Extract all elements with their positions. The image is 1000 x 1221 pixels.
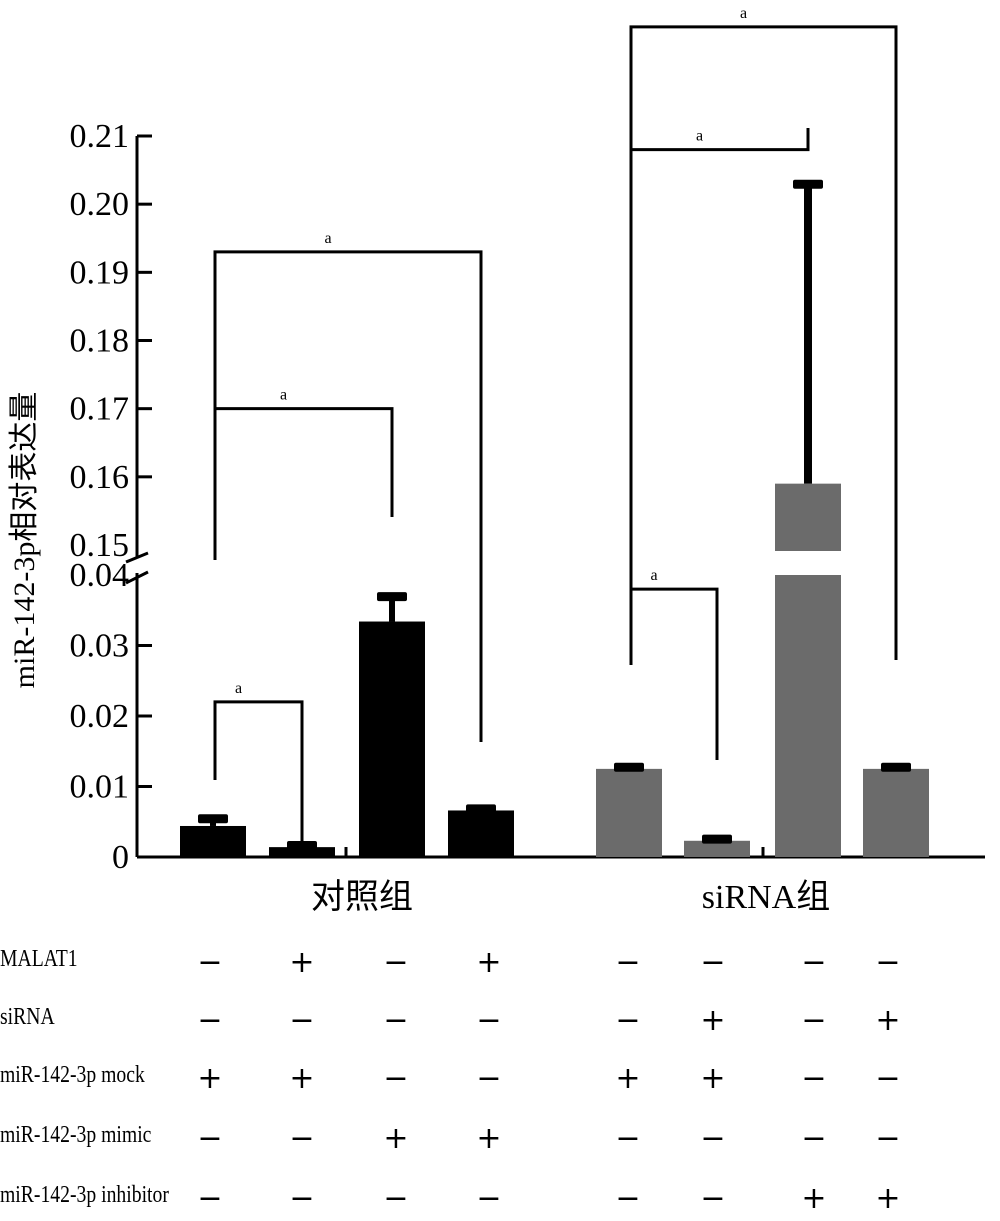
minus-sign: − <box>801 1003 827 1038</box>
group-label-control: 对照组 <box>311 878 413 916</box>
significance-bracket <box>213 407 394 560</box>
y-tick-label: 0.17 <box>70 391 130 428</box>
minus-sign: − <box>700 1121 726 1156</box>
bar <box>775 575 841 857</box>
error-bar-cap <box>287 841 317 851</box>
group-label-sirna: siRNA组 <box>702 878 830 916</box>
minus-sign: − <box>801 1121 827 1156</box>
axis-break-mark <box>125 551 149 564</box>
condition-label: miR-142-3p mimic <box>0 1122 152 1148</box>
minus-sign: − <box>289 1003 315 1038</box>
significance-label: a <box>324 230 331 247</box>
minus-sign: − <box>197 1181 223 1216</box>
y-tick-label: 0.04 <box>70 557 130 594</box>
minus-sign: − <box>197 945 223 980</box>
y-tick-label: 0.01 <box>70 769 130 806</box>
significance-brackets: a a a a a a <box>213 5 898 845</box>
y-tick-label: 0.15 <box>70 527 130 564</box>
minus-sign: − <box>801 945 827 980</box>
plus-sign: + <box>289 945 315 980</box>
error-bar-cap <box>793 179 823 189</box>
plus-sign: + <box>197 1061 223 1096</box>
significance-bracket <box>629 25 898 665</box>
condition-label: miR-142-3p inhibitor <box>0 1182 169 1208</box>
plus-sign: + <box>700 1061 726 1096</box>
bar <box>596 768 662 857</box>
axes <box>125 134 985 859</box>
bars <box>180 179 929 857</box>
minus-sign: − <box>875 945 901 980</box>
axis-break-mark <box>125 570 149 585</box>
minus-sign: − <box>289 1121 315 1156</box>
y-tick-label: 0.16 <box>70 459 130 496</box>
axis-labels: 0 0.01 0.02 0.03 0.040.15 0.16 0.17 0.18 0.19 0.2… <box>70 118 130 876</box>
significance-label: a <box>696 128 703 145</box>
bar <box>269 847 335 857</box>
y-tick-label: 0.19 <box>70 254 130 291</box>
minus-sign: − <box>615 1121 641 1156</box>
minus-sign: − <box>700 945 726 980</box>
plus-sign: + <box>875 1181 901 1216</box>
significance-label: a <box>280 387 287 404</box>
minus-sign: − <box>197 1121 223 1156</box>
minus-sign: − <box>289 1181 315 1216</box>
minus-sign: − <box>615 1003 641 1038</box>
bar <box>180 825 246 857</box>
plus-sign: + <box>476 945 502 980</box>
minus-sign: − <box>801 1061 827 1096</box>
minus-sign: − <box>197 1003 223 1038</box>
plus-sign: + <box>476 1121 502 1156</box>
error-bar-cap <box>881 762 911 772</box>
significance-label: a <box>740 5 747 22</box>
error-bar-cap <box>702 834 732 844</box>
significance-label: a <box>235 680 242 697</box>
significance-bracket <box>213 250 483 742</box>
minus-sign: − <box>615 945 641 980</box>
y-axis-label: miR-142-3p相对表达量 <box>8 392 41 689</box>
minus-sign: − <box>383 1003 409 1038</box>
y-tick-label: 0.18 <box>70 323 130 360</box>
y-tick-label: 0 <box>112 839 129 876</box>
bar <box>775 483 841 551</box>
minus-sign: − <box>615 1181 641 1216</box>
plus-sign: + <box>289 1061 315 1096</box>
bar <box>684 840 750 857</box>
minus-sign: − <box>476 1181 502 1216</box>
error-bar-cap <box>614 762 644 772</box>
plus-sign: + <box>615 1061 641 1096</box>
condition-label: miR-142-3p mock <box>0 1062 145 1088</box>
bar <box>863 768 929 857</box>
y-tick-label: 0.03 <box>70 628 130 665</box>
condition-label: siRNA <box>0 1004 55 1030</box>
error-bar-cap <box>198 814 228 824</box>
significance-bracket <box>629 587 719 760</box>
y-tick-label: 0.20 <box>70 186 130 223</box>
minus-sign: − <box>383 1061 409 1096</box>
error-bar-cap <box>466 804 496 814</box>
minus-sign: − <box>875 1121 901 1156</box>
y-tick-label: 0.02 <box>70 698 130 735</box>
bar <box>359 621 425 857</box>
minus-sign: − <box>476 1003 502 1038</box>
minus-sign: − <box>476 1061 502 1096</box>
significance-bracket <box>213 700 304 845</box>
error-bar-cap <box>377 592 407 602</box>
plus-sign: + <box>700 1003 726 1038</box>
minus-sign: − <box>700 1181 726 1216</box>
minus-sign: − <box>383 1181 409 1216</box>
plus-sign: + <box>875 1003 901 1038</box>
plus-sign: + <box>801 1181 827 1216</box>
condition-label: MALAT1 <box>0 946 78 972</box>
bar <box>448 810 514 857</box>
significance-label: a <box>650 567 657 584</box>
y-tick-label: 0.21 <box>70 118 130 155</box>
plus-sign: + <box>383 1121 409 1156</box>
minus-sign: − <box>383 945 409 980</box>
minus-sign: − <box>875 1061 901 1096</box>
